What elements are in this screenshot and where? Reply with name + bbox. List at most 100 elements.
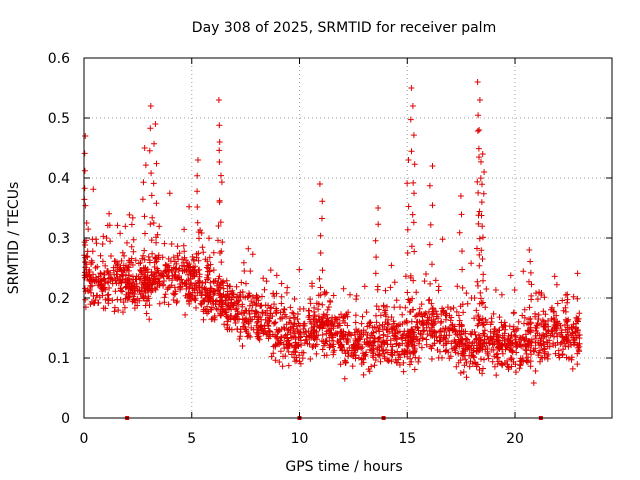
data-point xyxy=(144,266,151,273)
data-point xyxy=(259,293,265,300)
data-point xyxy=(273,272,280,279)
data-point xyxy=(565,355,572,362)
data-point xyxy=(195,229,202,236)
data-point xyxy=(310,323,317,330)
data-point xyxy=(471,315,478,322)
data-point xyxy=(438,318,445,325)
data-point xyxy=(442,340,449,347)
data-point xyxy=(466,363,473,370)
data-point xyxy=(545,317,551,324)
data-point xyxy=(283,289,290,296)
peak-point xyxy=(477,175,484,182)
peak-point xyxy=(375,335,382,342)
peak-point xyxy=(409,211,416,218)
peak-point xyxy=(476,251,483,258)
data-point xyxy=(273,326,280,333)
data-point xyxy=(123,291,130,298)
data-point xyxy=(102,262,109,269)
data-point xyxy=(112,258,119,265)
data-point xyxy=(253,294,260,301)
data-point xyxy=(523,357,530,364)
data-point xyxy=(550,340,557,347)
data-point xyxy=(161,294,168,301)
data-point xyxy=(153,234,159,241)
peak-point xyxy=(479,151,486,157)
peak-point xyxy=(426,182,433,189)
data-point xyxy=(186,203,193,210)
data-point xyxy=(353,292,360,299)
data-point xyxy=(122,295,129,302)
peak-point xyxy=(139,196,146,203)
peak-point xyxy=(474,245,480,252)
data-point xyxy=(207,279,214,286)
peak-point xyxy=(410,306,417,313)
data-point xyxy=(248,298,255,305)
data-point xyxy=(544,343,551,350)
data-point xyxy=(172,275,179,281)
peak-point xyxy=(527,338,534,345)
data-point xyxy=(106,210,113,217)
data-point xyxy=(272,309,279,315)
data-point xyxy=(224,324,231,331)
data-point xyxy=(471,295,478,301)
data-point xyxy=(181,248,188,255)
peak-point xyxy=(81,150,88,157)
data-point xyxy=(323,330,330,337)
data-point xyxy=(462,335,469,342)
data-point xyxy=(166,268,172,275)
data-point xyxy=(247,268,254,275)
data-point xyxy=(174,252,181,259)
data-point xyxy=(551,333,557,340)
data-point xyxy=(187,281,194,288)
data-point xyxy=(180,242,187,249)
data-point xyxy=(204,276,211,283)
data-point xyxy=(324,306,331,313)
data-point xyxy=(141,256,148,263)
peak-point xyxy=(457,193,464,199)
data-point xyxy=(540,308,547,315)
data-point xyxy=(466,346,473,353)
data-point xyxy=(430,316,437,323)
peak-point xyxy=(150,180,157,187)
data-point xyxy=(265,335,272,342)
data-point xyxy=(498,291,505,298)
data-point xyxy=(178,276,185,283)
data-point xyxy=(555,347,562,354)
data-point xyxy=(516,334,523,341)
data-point xyxy=(85,226,92,233)
data-point xyxy=(480,322,486,329)
peak-point xyxy=(319,198,326,205)
data-point xyxy=(182,311,189,318)
data-point xyxy=(380,338,387,345)
data-point xyxy=(146,316,153,323)
data-point xyxy=(573,320,579,327)
data-point xyxy=(359,355,366,362)
data-point xyxy=(292,358,299,365)
data-point xyxy=(549,304,555,311)
data-point xyxy=(506,338,513,345)
data-point xyxy=(550,308,557,315)
data-point xyxy=(174,243,181,250)
data-point xyxy=(143,310,150,317)
peak-point xyxy=(217,279,224,286)
data-point xyxy=(330,343,336,350)
data-point xyxy=(313,300,320,307)
data-point xyxy=(305,307,312,314)
data-point xyxy=(241,268,248,274)
data-point xyxy=(404,328,411,335)
data-point xyxy=(312,343,319,350)
data-point xyxy=(453,308,460,315)
data-point xyxy=(128,221,135,228)
data-point xyxy=(323,352,330,359)
data-point xyxy=(382,287,389,294)
data-point xyxy=(532,368,539,374)
data-point xyxy=(249,251,256,258)
data-point xyxy=(276,359,283,365)
data-point xyxy=(418,331,425,338)
data-point xyxy=(561,322,568,328)
data-point xyxy=(574,270,581,277)
data-point xyxy=(282,353,289,360)
data-point xyxy=(107,275,114,282)
data-point xyxy=(425,297,432,304)
